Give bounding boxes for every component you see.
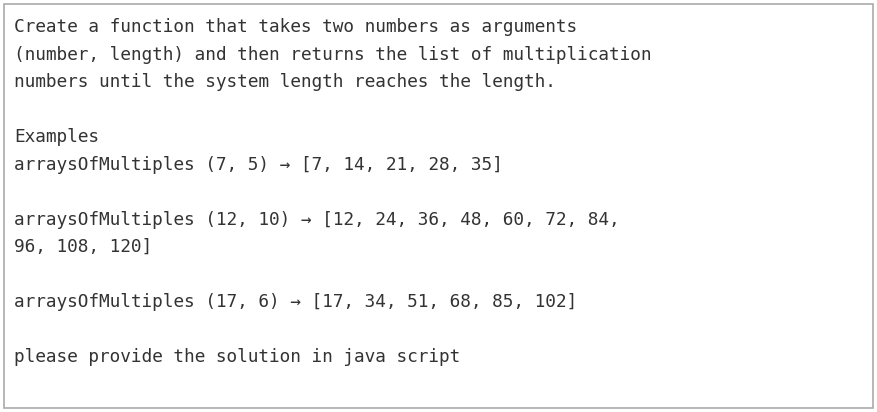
Text: please provide the solution in java script: please provide the solution in java scri… bbox=[14, 348, 460, 366]
Text: (number, length) and then returns the list of multiplication: (number, length) and then returns the li… bbox=[14, 45, 652, 63]
Text: 96, 108, 120]: 96, 108, 120] bbox=[14, 238, 152, 256]
Text: Examples: Examples bbox=[14, 128, 99, 146]
FancyBboxPatch shape bbox=[4, 4, 873, 408]
Text: arraysOfMultiples (17, 6) → [17, 34, 51, 68, 85, 102]: arraysOfMultiples (17, 6) → [17, 34, 51,… bbox=[14, 293, 577, 311]
Text: arraysOfMultiples (12, 10) → [12, 24, 36, 48, 60, 72, 84,: arraysOfMultiples (12, 10) → [12, 24, 36… bbox=[14, 211, 620, 229]
Text: numbers until the system length reaches the length.: numbers until the system length reaches … bbox=[14, 73, 556, 91]
Text: Create a function that takes two numbers as arguments: Create a function that takes two numbers… bbox=[14, 18, 577, 36]
Text: arraysOfMultiples (7, 5) → [7, 14, 21, 28, 35]: arraysOfMultiples (7, 5) → [7, 14, 21, 2… bbox=[14, 155, 503, 173]
